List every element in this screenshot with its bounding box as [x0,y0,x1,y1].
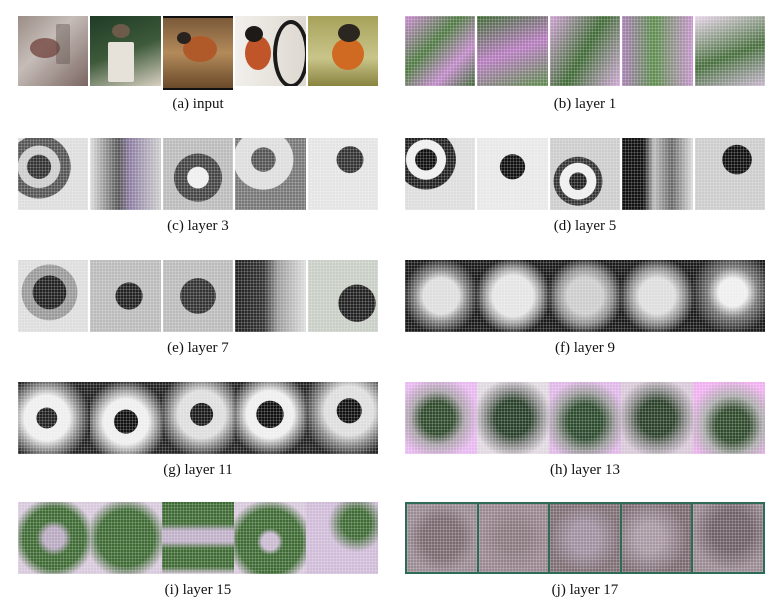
layer11-map-1 [18,382,90,454]
caption-d: (d) layer 5 [553,218,617,234]
layer1-strip [405,16,766,86]
layer9-map-3 [549,260,621,332]
layer5-map-5 [694,138,766,210]
layer3-map-1 [18,138,89,210]
input-image-4 [235,16,306,86]
layer3-strip [18,138,379,210]
layer13-map-1 [405,382,477,454]
panel-a: (a) input [18,16,379,112]
caption-c: (c) layer 3 [167,218,229,234]
layer1-map-4 [622,16,693,86]
layer7-map-5 [307,260,379,332]
layer17-map-2 [478,504,551,572]
input-image-strip [18,16,379,90]
layer11-map-2 [90,382,162,454]
layer5-map-3 [549,138,621,210]
panel-g: (g) layer 11 [18,382,378,478]
layer15-map-3 [162,502,234,574]
layer7-map-3 [162,260,234,332]
layer7-map-4 [235,260,306,332]
layer15-map-5 [306,502,378,574]
caption-a: (a) input [172,96,224,112]
layer15-strip [18,502,378,574]
layer17-map-3 [550,504,622,572]
layer5-strip [405,138,766,210]
panel-j: (j) layer 17 [405,502,765,598]
layer3-map-3 [162,138,234,210]
layer13-map-3 [549,382,621,454]
panel-c: (c) layer 3 [18,138,379,234]
layer7-map-2 [90,260,161,332]
layer11-map-3 [162,382,234,454]
input-image-2 [90,16,161,86]
caption-f: (f) layer 9 [555,340,615,356]
caption-j: (j) layer 17 [551,582,619,598]
layer3-map-5 [307,138,379,210]
layer13-strip [405,382,765,454]
caption-h: (h) layer 13 [550,462,620,478]
panel-e: (e) layer 7 [18,260,379,356]
layer5-map-4 [622,138,693,210]
layer13-map-2 [477,382,549,454]
layer17-strip [405,502,765,574]
panel-f: (f) layer 9 [405,260,765,356]
layer17-map-4 [621,504,694,572]
layer17-map-1 [407,504,479,572]
layer9-strip [405,260,765,332]
layer17-map-5 [693,504,763,572]
layer15-map-4 [234,502,306,574]
layer1-map-3 [549,16,621,86]
layer13-map-4 [621,382,693,454]
caption-e: (e) layer 7 [167,340,229,356]
panel-b: (b) layer 1 [405,16,766,112]
layer11-map-5 [306,382,378,454]
input-image-5 [307,16,379,86]
layer3-map-2 [90,138,161,210]
layer5-map-1 [405,138,476,210]
layer13-map-5 [693,382,765,454]
layer9-map-2 [477,260,549,332]
layer11-strip [18,382,378,454]
layer9-map-4 [621,260,693,332]
layer7-map-1 [18,260,89,332]
panel-h: (h) layer 13 [405,382,765,478]
layer15-map-2 [90,502,162,574]
caption-b: (b) layer 1 [553,96,617,112]
layer3-map-4 [235,138,306,210]
layer1-map-2 [477,16,548,86]
layer11-map-4 [234,382,306,454]
input-image-1 [18,16,89,86]
layer1-map-5 [694,16,766,86]
caption-i: (i) layer 15 [164,582,232,598]
input-image-3 [162,16,234,90]
layer5-map-2 [477,138,548,210]
panel-i: (i) layer 15 [18,502,378,598]
layer9-map-1 [405,260,477,332]
layer7-strip [18,260,379,332]
panel-d: (d) layer 5 [405,138,766,234]
layer15-map-1 [18,502,90,574]
caption-g: (g) layer 11 [163,462,233,478]
layer9-map-5 [693,260,765,332]
layer1-map-1 [405,16,476,86]
